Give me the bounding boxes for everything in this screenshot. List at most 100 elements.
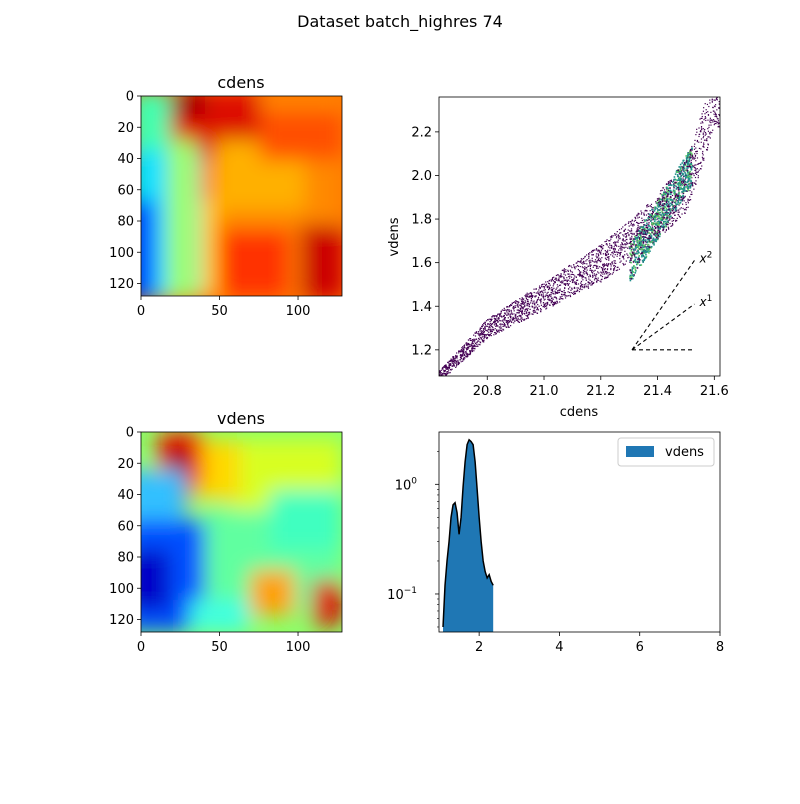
scatter-dense-point	[680, 177, 682, 180]
scatter-point	[447, 366, 449, 369]
scatter-point	[701, 152, 704, 154]
scatter-points	[439, 77, 720, 376]
scatter-dense-point	[674, 208, 677, 211]
scatter-point	[575, 282, 578, 284]
scatter-point	[630, 230, 633, 232]
scatter-dense-point	[678, 184, 681, 186]
scatter-point	[537, 298, 539, 300]
scatter-point	[645, 209, 647, 211]
scatter-point	[667, 224, 669, 226]
scatter-point	[694, 154, 697, 157]
scatter-dense-point	[649, 214, 652, 217]
scatter-point	[634, 216, 636, 218]
scatter-dense-point	[629, 274, 632, 277]
scatter-dense-point	[663, 213, 665, 215]
scatter-point	[548, 282, 550, 284]
scatter-point	[620, 251, 622, 254]
scatter-point	[590, 282, 592, 284]
scatter-point	[542, 291, 544, 293]
scatter-point	[526, 300, 529, 303]
scatter-point	[467, 354, 469, 356]
scatter-point	[534, 311, 537, 313]
scatter-point	[578, 291, 581, 293]
scatter-point	[547, 303, 549, 305]
scatter-dense-point	[650, 235, 653, 237]
scatter-point	[611, 247, 613, 249]
scatter-point	[606, 251, 608, 254]
scatter-point	[545, 302, 547, 304]
scatter-dense-point	[674, 191, 676, 193]
scatter-point	[623, 230, 625, 232]
scatter-point	[554, 296, 556, 298]
scatter-point	[517, 309, 519, 311]
scatter-point	[605, 254, 607, 256]
scatter-point	[691, 155, 694, 157]
scatter-point	[499, 314, 501, 316]
scatter-dense-point	[645, 256, 647, 259]
scatter-point	[542, 306, 544, 308]
scatter-dense-point	[648, 213, 651, 216]
scatter-point	[636, 214, 638, 216]
scatter-dense-point	[684, 176, 687, 179]
scatter-point	[597, 259, 599, 261]
scatter-point	[651, 207, 653, 209]
scatter-point	[587, 281, 590, 283]
scatter-dense-point	[643, 244, 645, 247]
scatter-point	[638, 227, 640, 230]
scatter-point	[665, 183, 668, 185]
scatter-point	[596, 279, 599, 281]
scatter-point	[463, 351, 465, 354]
scatter-point	[594, 269, 596, 271]
scatter-dense-point	[649, 237, 652, 239]
scatter-point	[558, 284, 561, 286]
scatter-point	[553, 303, 556, 305]
scatter-dense-point	[673, 176, 676, 178]
scatter-point	[530, 300, 532, 302]
scatter-point	[543, 304, 546, 306]
scatter-point	[611, 251, 614, 253]
scatter-dense-point	[648, 239, 650, 241]
scatter-point	[622, 234, 624, 236]
scatter-dense-point	[646, 232, 648, 235]
scatter-point	[614, 244, 616, 246]
scatter-point	[595, 255, 597, 257]
scatter-point	[675, 219, 677, 221]
scatter-point	[542, 293, 544, 295]
scatter-dense-point	[655, 224, 658, 226]
scatter-dense-point	[641, 254, 643, 257]
scatter-point	[646, 206, 648, 208]
scatter-dense-point	[657, 201, 660, 204]
scatter-dense-point	[635, 263, 638, 266]
scatter-dense-point	[640, 241, 643, 244]
scatter-point	[552, 298, 554, 300]
scatter-point	[518, 312, 520, 314]
scatter-point	[673, 205, 675, 207]
scatter-point	[503, 325, 506, 327]
scatter-dense-point	[688, 153, 690, 156]
scatter-point	[486, 337, 488, 339]
scatter-dense-point	[679, 168, 682, 170]
scatter-point	[622, 262, 624, 265]
scatter-point	[471, 350, 473, 353]
scatter-point	[600, 246, 602, 248]
scatter-point	[718, 77, 719, 78]
scatter-dense-point	[666, 214, 668, 217]
scatter-point	[516, 312, 518, 314]
scatter-point	[679, 184, 682, 186]
scatter-point	[695, 150, 698, 153]
scatter-point	[568, 275, 570, 278]
scatter-point	[476, 343, 478, 346]
scatter-point	[512, 319, 514, 321]
scatter-point	[702, 150, 704, 153]
scatter-point	[614, 243, 616, 245]
scatter-point	[678, 194, 680, 196]
scatter-dense-point	[669, 189, 672, 192]
scatter-point	[696, 131, 698, 133]
scatter-dense-point	[630, 243, 632, 245]
scatter-point	[483, 328, 485, 330]
scatter-dense-point	[682, 180, 684, 183]
scatter-point	[559, 284, 562, 286]
scatter-point	[698, 162, 700, 165]
scatter-point	[604, 252, 607, 255]
scatter-point	[522, 301, 524, 304]
